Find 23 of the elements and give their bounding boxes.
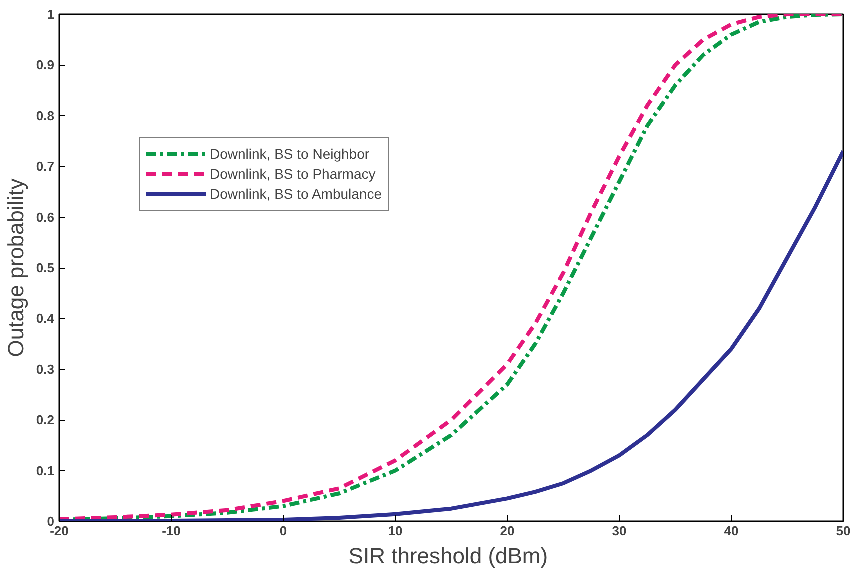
y-tick-label: 0.5 [36,260,55,276]
legend-label: Downlink, BS to Pharmacy [210,166,376,182]
x-tick-label: 20 [500,524,515,538]
x-tick-label: 40 [724,524,739,538]
x-axis-title: SIR threshold (dBm) [348,544,548,568]
y-tick-label: 0 [47,514,55,529]
y-tick-label: 0.4 [36,311,56,326]
x-tick-label: 50 [836,524,851,538]
y-tick-label: 0.1 [36,463,55,478]
x-tick-label: 10 [388,524,403,538]
y-tick-label: 0.8 [36,108,55,124]
y-tick-label: 0.3 [36,362,55,377]
x-tick-label: 0 [280,524,288,538]
legend-label: Downlink, BS to Neighbor [210,146,370,162]
y-axis-title: Outage probability [3,178,28,358]
legend-label: Downlink, BS to Ambulance [210,186,382,202]
y-tick-label: 0.6 [36,210,55,225]
y-tick-label: 0.7 [36,159,55,174]
y-tick-label: 0.9 [36,58,55,73]
y-tick-label: 1 [47,7,55,22]
x-tick-label: 30 [612,524,627,538]
y-tick-label: 0.2 [36,412,55,428]
x-tick-label: -10 [162,524,181,538]
